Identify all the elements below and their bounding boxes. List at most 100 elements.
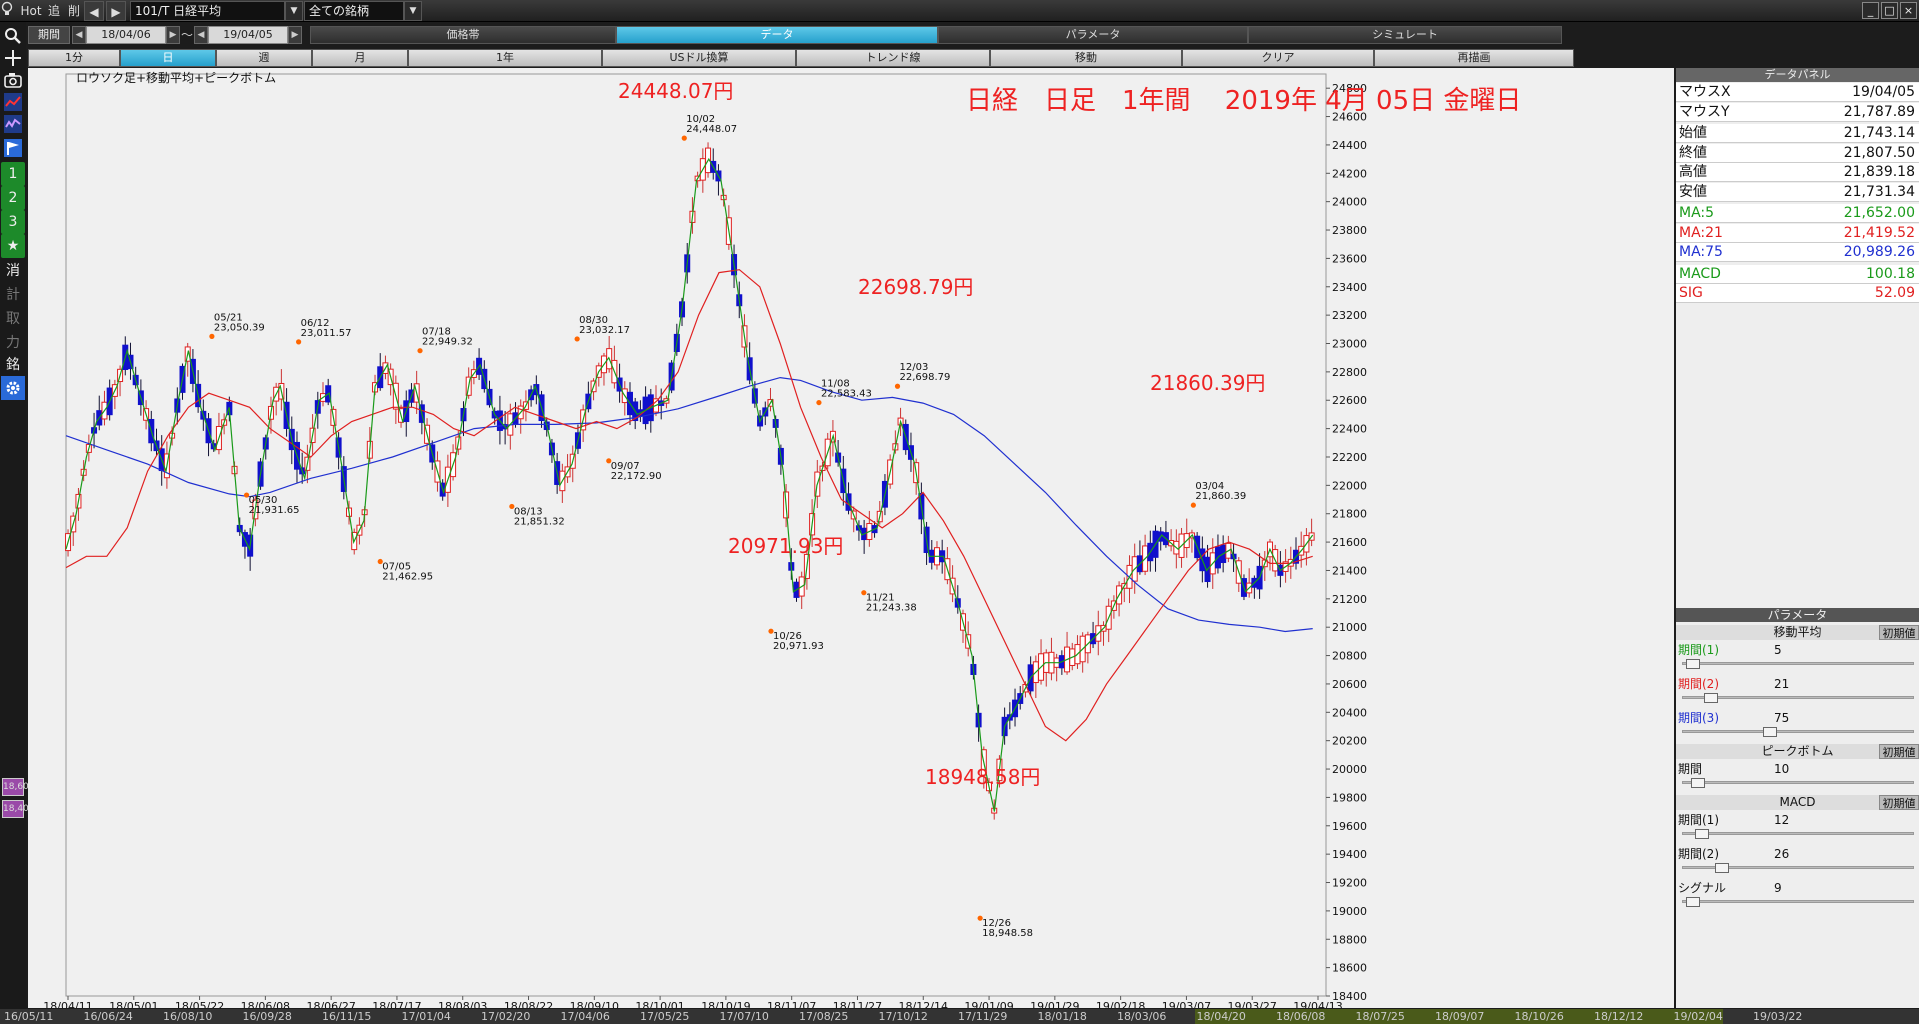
mini-chart-thumb-2[interactable]: 18,400 (2, 800, 35, 818)
param-slider[interactable] (1682, 693, 1914, 703)
param-row: シグナル 9 (1676, 880, 1919, 896)
param-slider[interactable] (1682, 727, 1914, 737)
bulb-icon[interactable] (0, 1, 14, 21)
y-tick-label: 22200 (1332, 451, 1367, 464)
redraw-button[interactable]: 再描画 (1374, 49, 1574, 67)
move-button[interactable]: 移動 (990, 49, 1182, 67)
candlestick-chart[interactable]: 24800 24600 24400 24200 24000 23800 23600 23400… (28, 68, 1674, 1008)
data-row-label: 高値 (1679, 164, 1707, 180)
param-value[interactable]: 75 (1774, 711, 1790, 725)
trendline-button[interactable]: トレンド線 (796, 49, 990, 67)
search-icon[interactable] (1, 24, 25, 48)
maximize-icon[interactable]: □ (1881, 2, 1898, 19)
tab-parameter[interactable]: パラメータ (938, 26, 1248, 44)
camera-icon[interactable] (1, 68, 25, 92)
timeframe-1min[interactable]: 1分 (28, 49, 120, 67)
y-tick-label: 19400 (1332, 848, 1367, 861)
slider-thumb[interactable] (1695, 829, 1710, 839)
symbol-dropdown-icon[interactable]: ▼ (285, 1, 303, 21)
param-value[interactable]: 26 (1774, 847, 1790, 861)
period-from-field[interactable]: 18/04/06 (86, 26, 166, 44)
symbol-field[interactable]: 101/T 日経平均 (130, 1, 285, 21)
close-icon[interactable]: × (1900, 2, 1917, 19)
slider-thumb[interactable] (1703, 693, 1718, 703)
peak-value-label: 22,583.43 (821, 389, 872, 400)
peak-bottom-marker (1190, 502, 1196, 508)
moving-average-reset-button[interactable]: 初期値 (1879, 625, 1919, 640)
param-value[interactable]: 9 (1774, 881, 1782, 895)
universe-dropdown-icon[interactable]: ▼ (404, 1, 422, 21)
data-row-label: MA:75 (1679, 244, 1723, 260)
param-value[interactable]: 10 (1774, 762, 1790, 776)
slider-thumb[interactable] (1686, 897, 1701, 907)
slider-thumb[interactable] (1686, 659, 1701, 669)
timeframe-month[interactable]: 月 (312, 49, 408, 67)
param-value[interactable]: 12 (1774, 813, 1790, 827)
erase-button[interactable]: 消 (6, 263, 20, 279)
gear-icon[interactable] (1, 376, 25, 400)
to-next-icon[interactable]: ▶ (288, 26, 302, 44)
preset-3-button[interactable]: 3 (1, 210, 25, 234)
x-tick-label: 18/12/14 (899, 1000, 948, 1008)
peak-value-label: 22,172.90 (611, 471, 662, 482)
overview-date-label: 18/03/06 (1117, 1010, 1167, 1023)
timeframe-day[interactable]: 日 (120, 49, 216, 67)
peak-bottom-reset-button[interactable]: 初期値 (1879, 744, 1919, 759)
range-1year[interactable]: 1年 (408, 49, 602, 67)
slider-thumb[interactable] (1714, 863, 1729, 873)
y-tick-label: 24800 (1332, 82, 1367, 95)
usd-convert-button[interactable]: USドル換算 (602, 49, 796, 67)
from-prev-icon[interactable]: ◀ (72, 26, 86, 44)
mini-chart-thumb-1[interactable]: 18,600 (2, 778, 35, 796)
prev-symbol-button[interactable]: ◀ (84, 1, 104, 21)
stock-button[interactable]: 銘 (6, 357, 20, 373)
period-to-field[interactable]: 19/04/05 (208, 26, 288, 44)
param-value[interactable]: 5 (1774, 643, 1782, 657)
param-slider[interactable] (1682, 659, 1914, 669)
star-icon[interactable]: ★ (1, 234, 25, 258)
peak-value-label: 23,032.17 (579, 325, 630, 336)
delete-button[interactable]: 削 (67, 4, 80, 18)
calc-button[interactable]: 計 (6, 287, 20, 303)
macd-reset-button[interactable]: 初期値 (1879, 795, 1919, 810)
slider-thumb[interactable] (1762, 727, 1777, 737)
oscillator-icon[interactable] (1, 112, 25, 136)
preset-2-button[interactable]: 2 (1, 186, 25, 210)
tab-data[interactable]: データ (616, 26, 938, 44)
hot-button[interactable]: Hot (20, 4, 42, 18)
data-row-value: 52.09 (1874, 285, 1915, 301)
y-tick-label: 21400 (1332, 564, 1367, 577)
param-slider[interactable] (1682, 897, 1914, 907)
universe-field[interactable]: 全ての銘柄 (304, 1, 404, 21)
preset-1-button[interactable]: 1 (1, 162, 25, 186)
param-slider[interactable] (1682, 863, 1914, 873)
peak-value-annotation: 18948.58円 (925, 765, 1040, 789)
force-button[interactable]: 力 (6, 335, 20, 351)
overview-date-strip[interactable]: 16/05/11 16/06/24 16/08/10 16/09/28 16/11/15… (0, 1009, 1919, 1024)
timeframe-week[interactable]: 週 (216, 49, 312, 67)
tab-simulate[interactable]: シミュレート (1248, 26, 1562, 44)
crosshair-icon[interactable] (1, 46, 25, 70)
y-tick-label: 24000 (1332, 196, 1367, 209)
data-row: 高値 21,839.18 (1676, 163, 1919, 182)
y-tick-label: 22600 (1332, 394, 1367, 407)
to-prev-icon[interactable]: ◀ (194, 26, 208, 44)
from-next-icon[interactable]: ▶ (166, 26, 180, 44)
param-label: 期間(3) (1678, 711, 1719, 725)
trade-button[interactable]: 取 (6, 311, 20, 327)
tab-price-band[interactable]: 価格帯 (310, 26, 616, 44)
line-chart-icon[interactable] (1, 90, 25, 114)
add-button[interactable]: 追 (47, 4, 60, 18)
param-slider[interactable] (1682, 829, 1914, 839)
clear-button[interactable]: クリア (1182, 49, 1374, 67)
overview-selected-range[interactable] (1195, 1009, 1723, 1024)
param-slider[interactable] (1682, 778, 1914, 788)
overview-date-label: 17/08/25 (799, 1010, 849, 1023)
minimize-icon[interactable]: _ (1862, 2, 1879, 19)
flag-icon[interactable] (1, 136, 25, 160)
chart-panel[interactable]: 24800 24600 24400 24200 24000 23800 23600 23400… (28, 68, 1674, 1008)
ma5-line (65, 157, 1314, 812)
slider-thumb[interactable] (1690, 778, 1705, 788)
param-value[interactable]: 21 (1774, 677, 1790, 691)
next-symbol-button[interactable]: ▶ (106, 1, 126, 21)
